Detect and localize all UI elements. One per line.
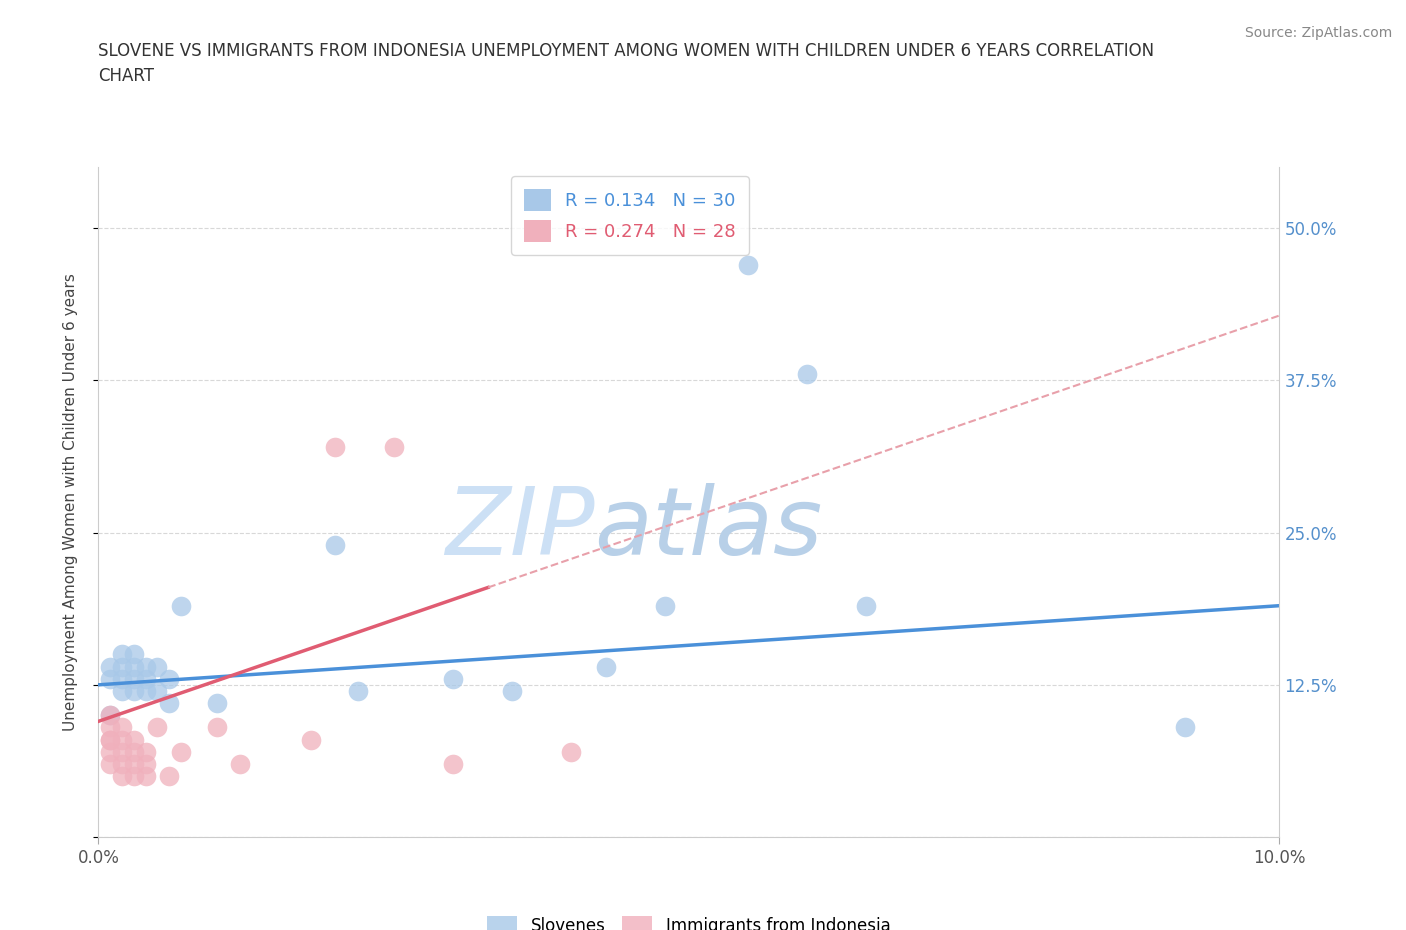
Point — [135, 684, 157, 698]
Point — [441, 671, 464, 686]
Point — [122, 659, 145, 674]
Point — [654, 598, 676, 613]
Text: Source: ZipAtlas.com: Source: ZipAtlas.com — [1244, 26, 1392, 40]
Point — [111, 744, 134, 759]
Point — [501, 684, 523, 698]
Point — [98, 732, 121, 747]
Point — [111, 756, 134, 771]
Point — [135, 671, 157, 686]
Point — [595, 659, 617, 674]
Point — [111, 769, 134, 784]
Point — [98, 732, 121, 747]
Point — [111, 732, 134, 747]
Point — [111, 647, 134, 662]
Point — [122, 744, 145, 759]
Point — [122, 769, 145, 784]
Point — [122, 647, 145, 662]
Point — [98, 659, 121, 674]
Point — [122, 732, 145, 747]
Point — [323, 538, 346, 552]
Text: SLOVENE VS IMMIGRANTS FROM INDONESIA UNEMPLOYMENT AMONG WOMEN WITH CHILDREN UNDE: SLOVENE VS IMMIGRANTS FROM INDONESIA UNE… — [98, 42, 1154, 85]
Point — [135, 756, 157, 771]
Point — [111, 659, 134, 674]
Text: ZIP: ZIP — [444, 484, 595, 575]
Point — [205, 696, 228, 711]
Point — [135, 744, 157, 759]
Point — [98, 720, 121, 735]
Point — [122, 671, 145, 686]
Point — [111, 720, 134, 735]
Point — [1174, 720, 1197, 735]
Point — [157, 696, 180, 711]
Point — [323, 440, 346, 455]
Point — [347, 684, 370, 698]
Point — [796, 367, 818, 382]
Point — [122, 756, 145, 771]
Point — [98, 708, 121, 723]
Point — [170, 744, 193, 759]
Point — [560, 744, 582, 759]
Point — [737, 258, 759, 272]
Point — [382, 440, 405, 455]
Point — [135, 769, 157, 784]
Point — [98, 744, 121, 759]
Point — [111, 684, 134, 698]
Point — [146, 659, 169, 674]
Point — [229, 756, 252, 771]
Point — [98, 756, 121, 771]
Point — [170, 598, 193, 613]
Y-axis label: Unemployment Among Women with Children Under 6 years: Unemployment Among Women with Children U… — [63, 273, 77, 731]
Point — [855, 598, 877, 613]
Point — [98, 671, 121, 686]
Point — [146, 720, 169, 735]
Point — [157, 671, 180, 686]
Point — [98, 708, 121, 723]
Legend: Slovenes, Immigrants from Indonesia: Slovenes, Immigrants from Indonesia — [478, 906, 900, 930]
Point — [122, 684, 145, 698]
Point — [157, 769, 180, 784]
Point — [111, 671, 134, 686]
Point — [205, 720, 228, 735]
Text: atlas: atlas — [595, 484, 823, 575]
Point — [146, 684, 169, 698]
Point — [441, 756, 464, 771]
Point — [299, 732, 322, 747]
Point — [135, 659, 157, 674]
